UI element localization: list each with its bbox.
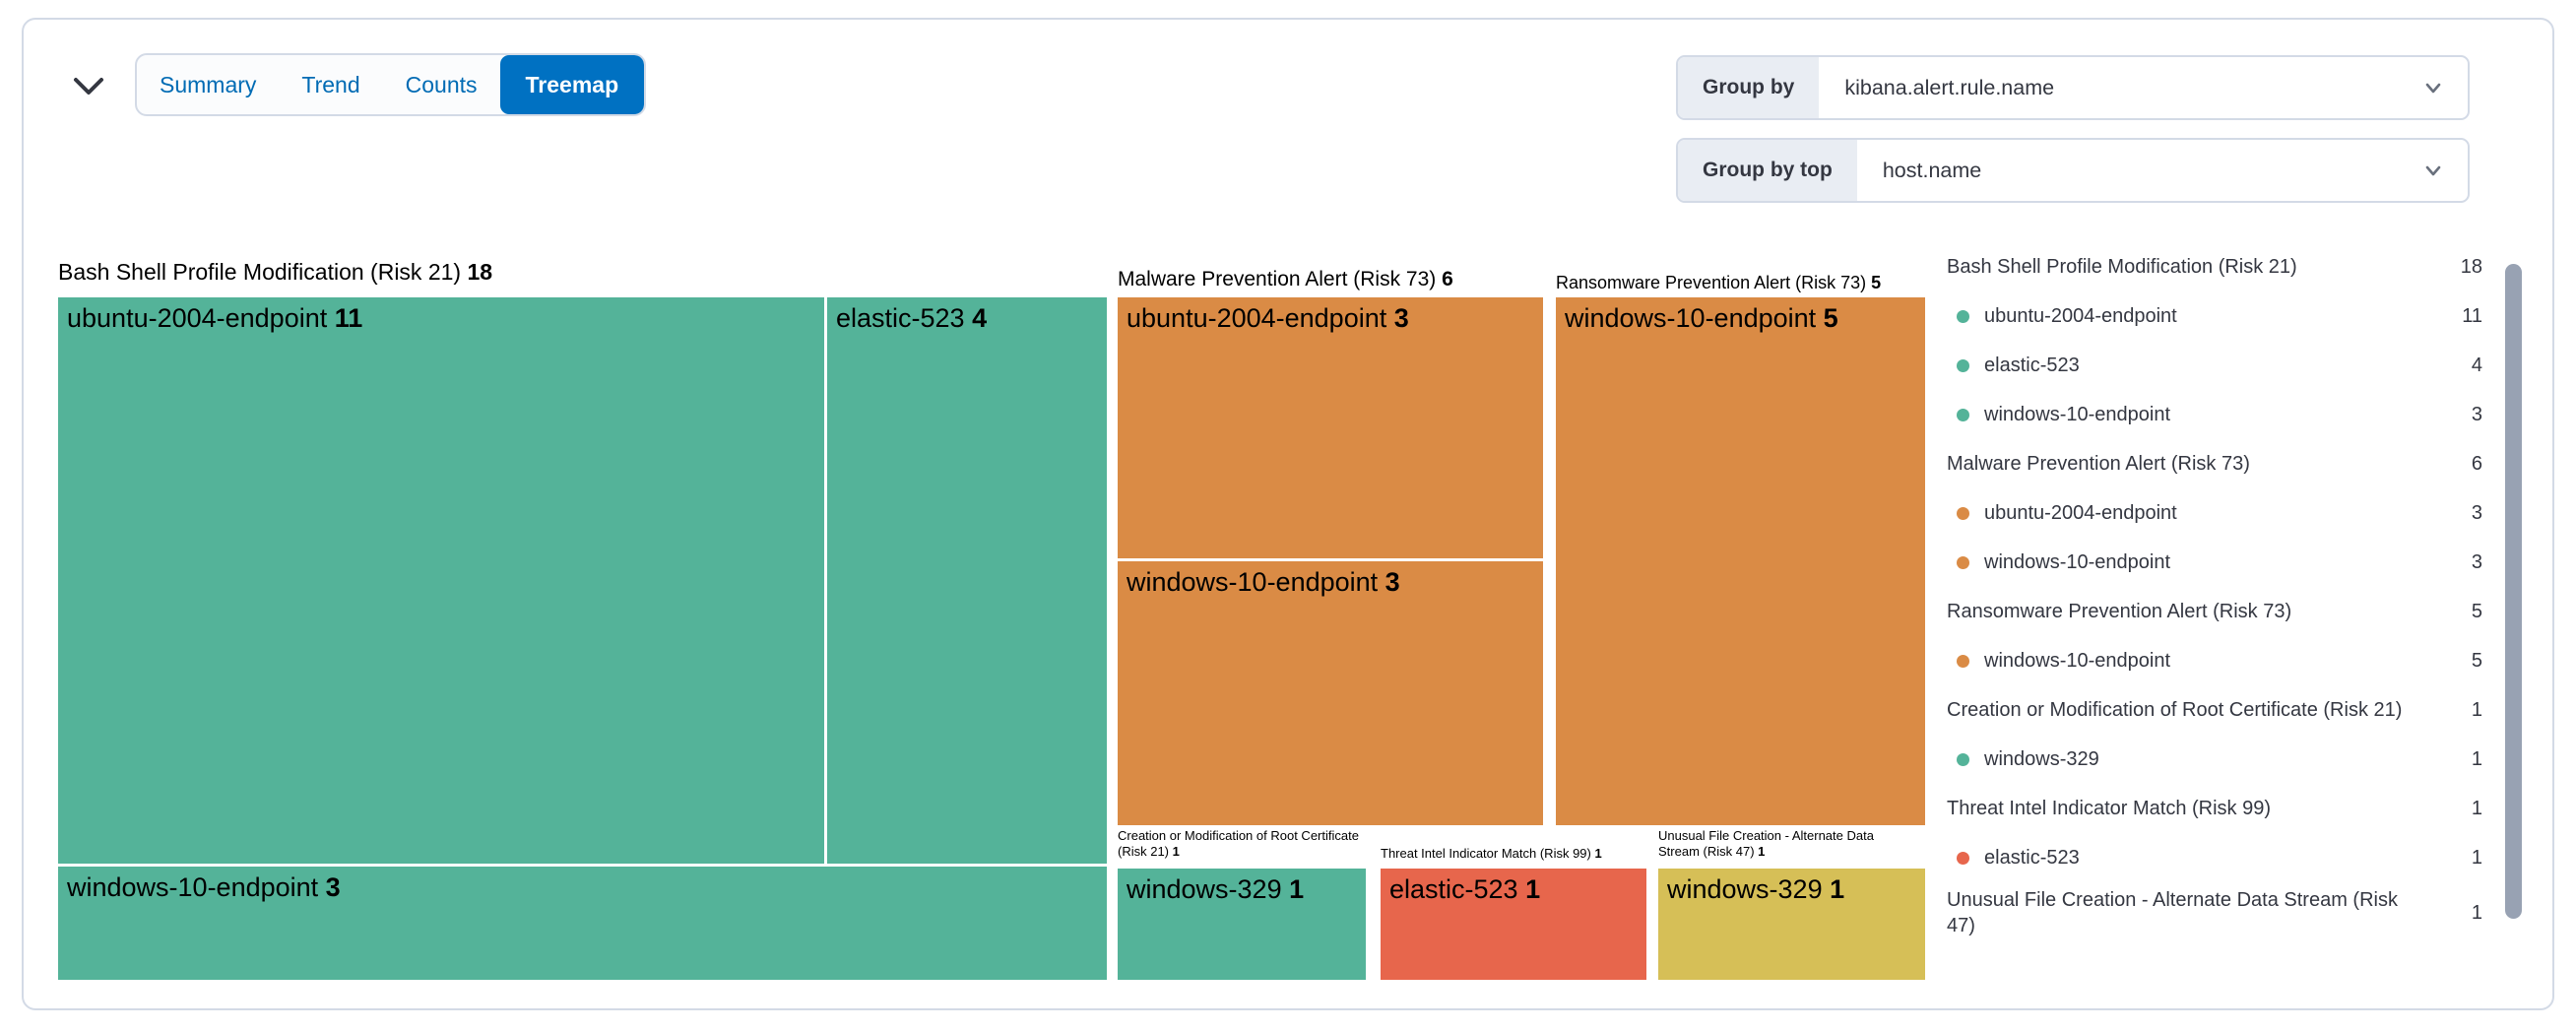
legend-value: 6 bbox=[2471, 452, 2482, 475]
treemap-section-header[interactable]: Unusual File Creation - Alternate Data St… bbox=[1658, 828, 1874, 859]
legend-row[interactable]: windows-329 1 bbox=[1947, 735, 2482, 784]
tab-summary[interactable]: Summary bbox=[137, 55, 279, 114]
treemap-block[interactable]: elastic-523 4 bbox=[827, 297, 1107, 864]
treemap: Bash Shell Profile Modification (Risk 21… bbox=[58, 256, 1925, 982]
chevron-down-icon bbox=[2420, 57, 2446, 118]
group-by-prepend-label: Group by bbox=[1678, 57, 1820, 118]
legend-row[interactable]: ubuntu-2004-endpoint 3 bbox=[1947, 488, 2482, 538]
legend-label: Malware Prevention Alert (Risk 73) bbox=[1947, 452, 2250, 475]
treemap-block[interactable]: ubuntu-2004-endpoint 3 bbox=[1118, 297, 1543, 558]
collapse-panel-button[interactable] bbox=[65, 63, 112, 110]
legend-row[interactable]: elastic-523 4 bbox=[1947, 341, 2482, 390]
legend-label: Ransomware Prevention Alert (Risk 73) bbox=[1947, 600, 2292, 622]
legend-row[interactable]: Unusual File Creation - Alternate Data S… bbox=[1947, 882, 2482, 944]
legend-dot-icon bbox=[1957, 752, 1969, 766]
treemap-section-header[interactable]: Bash Shell Profile Modification (Risk 21… bbox=[58, 259, 493, 285]
legend-row[interactable]: Bash Shell Profile Modification (Risk 21… bbox=[1947, 242, 2482, 291]
legend-row[interactable]: windows-10-endpoint 3 bbox=[1947, 390, 2482, 439]
group-by-select[interactable]: Group by kibana.alert.rule.name bbox=[1676, 55, 2470, 120]
legend-row[interactable]: Creation or Modification of Root Certifi… bbox=[1947, 685, 2482, 735]
group-by-top-select[interactable]: Group by top host.name bbox=[1676, 138, 2470, 203]
group-by-top-value: host.name bbox=[1882, 158, 1982, 182]
treemap-block[interactable]: windows-10-endpoint 5 bbox=[1556, 297, 1925, 825]
legend-value: 1 bbox=[2471, 901, 2482, 924]
legend-label: windows-329 bbox=[1984, 747, 2099, 770]
legend-value: 4 bbox=[2471, 354, 2482, 376]
legend-label: Threat Intel Indicator Match (Risk 99) bbox=[1947, 797, 2272, 819]
group-by-top-prepend-label: Group by top bbox=[1678, 140, 1857, 201]
treemap-section-header[interactable]: Threat Intel Indicator Match (Risk 99) 1 bbox=[1381, 846, 1602, 861]
legend-label: ubuntu-2004-endpoint bbox=[1984, 501, 2177, 524]
legend-row[interactable]: Malware Prevention Alert (Risk 73) 6 bbox=[1947, 439, 2482, 488]
legend-row[interactable]: windows-10-endpoint 3 bbox=[1947, 538, 2482, 587]
legend-value: 1 bbox=[2471, 846, 2482, 869]
tab-treemap[interactable]: Treemap bbox=[499, 55, 645, 114]
legend-label: Unusual File Creation - Alternate Data S… bbox=[1947, 889, 2398, 937]
legend-value: 5 bbox=[2471, 649, 2482, 672]
legend-label: elastic-523 bbox=[1984, 846, 2080, 869]
legend-dot-icon bbox=[1957, 309, 1969, 323]
legend-value: 1 bbox=[2471, 698, 2482, 721]
legend-dot-icon bbox=[1957, 408, 1969, 421]
legend-dot-icon bbox=[1957, 506, 1969, 520]
legend-label: Creation or Modification of Root Certifi… bbox=[1947, 698, 2403, 721]
legend-value: 11 bbox=[2462, 304, 2482, 327]
chevron-down-icon bbox=[72, 76, 105, 97]
treemap-block[interactable]: windows-329 1 bbox=[1658, 869, 1925, 980]
chevron-down-icon bbox=[2420, 140, 2446, 201]
legend-scrollbar-thumb[interactable] bbox=[2505, 264, 2522, 919]
legend-value: 3 bbox=[2471, 403, 2482, 425]
view-switcher: Summary Trend Counts Treemap bbox=[135, 53, 647, 116]
legend-dot-icon bbox=[1957, 555, 1969, 569]
legend: Bash Shell Profile Modification (Risk 21… bbox=[1947, 242, 2482, 944]
treemap-section-header[interactable]: Malware Prevention Alert (Risk 73) 6 bbox=[1118, 268, 1453, 290]
legend-value: 1 bbox=[2471, 747, 2482, 770]
legend-value: 3 bbox=[2471, 501, 2482, 524]
alerts-panel: Summary Trend Counts Treemap Group by kiban… bbox=[22, 18, 2554, 1010]
legend-row[interactable]: Ransomware Prevention Alert (Risk 73) 5 bbox=[1947, 587, 2482, 636]
legend-label: Bash Shell Profile Modification (Risk 21… bbox=[1947, 255, 2297, 278]
legend-label: windows-10-endpoint bbox=[1984, 550, 2171, 573]
legend-value: 5 bbox=[2471, 600, 2482, 622]
legend-dot-icon bbox=[1957, 851, 1969, 865]
legend-value: 1 bbox=[2471, 797, 2482, 819]
treemap-block[interactable]: ubuntu-2004-endpoint 11 bbox=[58, 297, 824, 864]
legend-row[interactable]: Threat Intel Indicator Match (Risk 99) 1 bbox=[1947, 784, 2482, 833]
legend-row[interactable]: elastic-523 1 bbox=[1947, 833, 2482, 882]
treemap-block[interactable]: windows-10-endpoint 3 bbox=[1118, 561, 1543, 825]
treemap-block[interactable]: elastic-523 1 bbox=[1381, 869, 1646, 980]
tab-trend[interactable]: Trend bbox=[279, 55, 382, 114]
legend-label: ubuntu-2004-endpoint bbox=[1984, 304, 2177, 327]
legend-value: 3 bbox=[2471, 550, 2482, 573]
treemap-block[interactable]: windows-10-endpoint 3 bbox=[58, 867, 1107, 980]
legend-label: elastic-523 bbox=[1984, 354, 2080, 376]
legend-label: windows-10-endpoint bbox=[1984, 403, 2171, 425]
legend-label: windows-10-endpoint bbox=[1984, 649, 2171, 672]
legend-dot-icon bbox=[1957, 358, 1969, 372]
legend-value: 18 bbox=[2460, 255, 2482, 278]
legend-dot-icon bbox=[1957, 654, 1969, 668]
group-by-value: kibana.alert.rule.name bbox=[1844, 75, 2055, 99]
treemap-section-header[interactable]: Ransomware Prevention Alert (Risk 73) 5 bbox=[1556, 273, 1882, 292]
treemap-block[interactable]: windows-329 1 bbox=[1118, 869, 1366, 980]
legend-row[interactable]: ubuntu-2004-endpoint 11 bbox=[1947, 291, 2482, 341]
legend-row[interactable]: windows-10-endpoint 5 bbox=[1947, 636, 2482, 685]
treemap-section-header[interactable]: Creation or Modification of Root Certifi… bbox=[1118, 828, 1359, 859]
tab-counts[interactable]: Counts bbox=[383, 55, 500, 114]
